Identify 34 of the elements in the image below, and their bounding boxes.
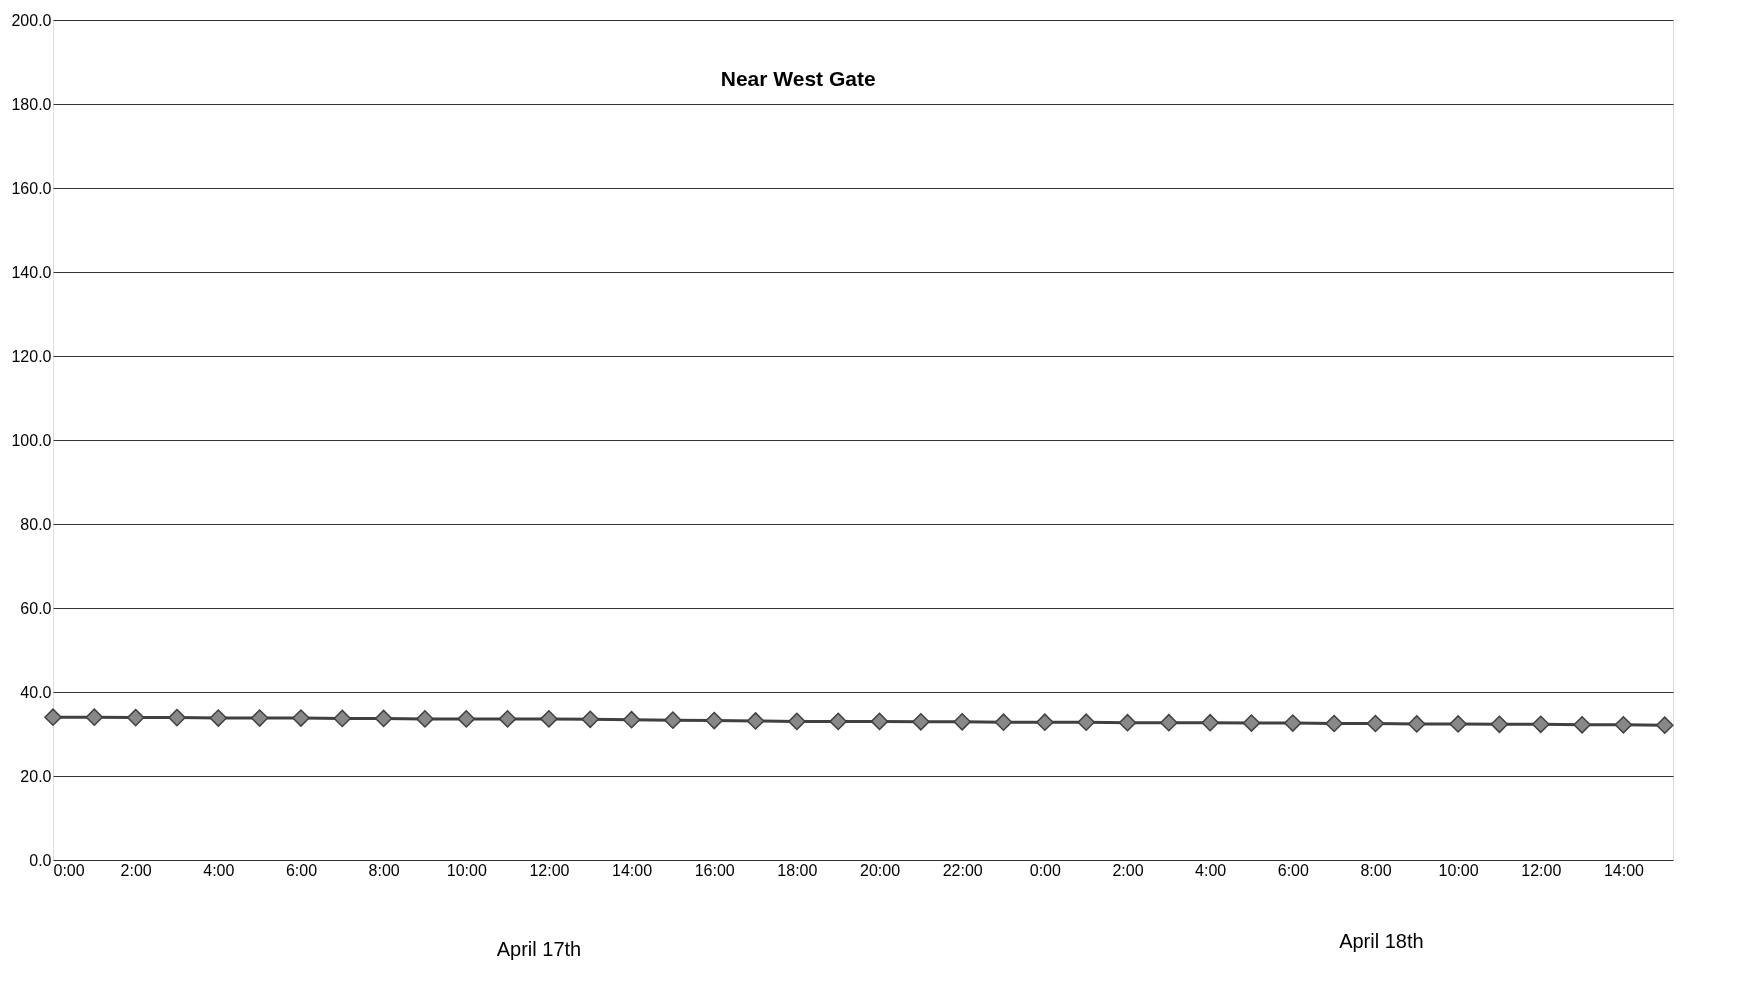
x-tick-label: 10:00 [446, 861, 487, 879]
y-tick-label: 40.0 [20, 683, 52, 701]
y-tick-label: 0.0 [29, 851, 52, 869]
x-tick-label: 4:00 [203, 861, 235, 879]
x-tick-label: 18:00 [777, 861, 818, 879]
x-tick-label: 6:00 [285, 861, 318, 879]
x-tick-label: 16:00 [694, 861, 735, 879]
y-tick-label: 80.0 [20, 515, 52, 533]
x-tick-label: 8:00 [368, 861, 400, 879]
y-tick-label: 160.0 [11, 179, 52, 197]
y-tick-label: 140.0 [11, 263, 52, 281]
y-tick-label: 100.0 [11, 431, 52, 449]
annotation: Near West Gate [720, 67, 876, 90]
x-tick-label: 20:00 [860, 861, 901, 879]
x-tick-label: 0:00 [1029, 861, 1062, 879]
x-tick-label: 8:00 [1360, 861, 1392, 879]
x-tick-label: 0:00 [53, 861, 85, 879]
x-tick-label: 22:00 [942, 861, 983, 879]
y-tick-label: 60.0 [20, 599, 52, 617]
x-tick-label: 12:00 [529, 861, 570, 879]
y-tick-label: 120.0 [11, 347, 52, 365]
x-tick-label: 14:00 [1603, 861, 1645, 879]
x-tick-label: 2:00 [1112, 861, 1144, 879]
x-tick-label: 10:00 [1438, 861, 1479, 879]
x-tick-label: 2:00 [120, 861, 152, 879]
y-tick-label: 20.0 [20, 767, 52, 785]
text: April 17th [496, 938, 582, 960]
x-tick-label: 14:00 [612, 861, 653, 879]
x-tick-label: 6:00 [1277, 861, 1309, 879]
text: April 18th [1339, 930, 1424, 952]
y-tick-label: 180.0 [11, 95, 52, 113]
y-tick-label: 200.0 [11, 11, 52, 29]
x-tick-label: 12:00 [1521, 861, 1562, 879]
x-tick-label: 4:00 [1195, 861, 1227, 879]
